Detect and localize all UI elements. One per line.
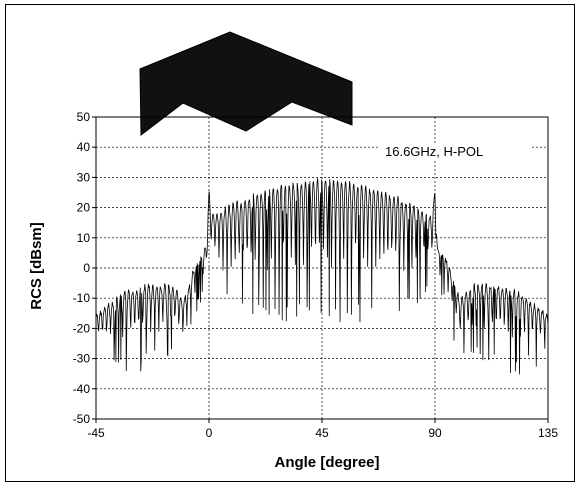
x-tick-label: 135 [538,426,558,440]
x-tick-labels: -45 0 45 90 135 [87,419,558,440]
x-axis-label: Angle [degree] [274,454,379,471]
y-tick-label: -10 [73,291,91,305]
y-tick-label: -30 [73,352,91,366]
x-tick-label: 45 [315,426,329,440]
y-tick-label: 0 [83,261,90,275]
figure-frame [5,4,575,482]
annotation-label: 16.6GHz, H-POL [385,144,483,159]
annotation-background [380,143,530,159]
y-tick-label: 30 [77,170,91,184]
y-tick-label: -50 [73,412,91,426]
y-tick-label: 20 [77,201,91,215]
grid-lines [96,117,548,419]
y-tick-label: -40 [73,382,91,396]
y-tick-label: 50 [77,110,91,124]
x-tick-label: 90 [428,426,442,440]
x-tick-label: -45 [87,426,105,440]
y-axis-label: RCS [dBsm] [28,222,45,310]
x-tick-label: 0 [206,426,213,440]
y-tick-label: 10 [77,231,91,245]
y-tick-labels: -50 -40 -30 -20 -10 0 10 20 30 40 50 [73,110,96,426]
y-tick-label: -20 [73,321,91,335]
plot-area [95,116,549,420]
series-line-rcs [95,178,549,375]
y-tick-label: 40 [77,140,91,154]
dihedral-corner-reflector-shape [139,31,353,136]
